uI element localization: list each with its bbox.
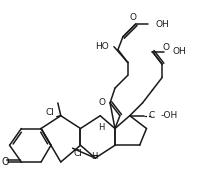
- Text: -OH: -OH: [160, 111, 178, 120]
- Text: H: H: [98, 123, 105, 132]
- Text: Cl: Cl: [74, 149, 82, 158]
- Text: OH: OH: [172, 47, 186, 56]
- Text: HO: HO: [95, 42, 109, 51]
- Text: Cl: Cl: [46, 108, 55, 117]
- Text: OH: OH: [155, 19, 169, 28]
- Text: O: O: [99, 98, 106, 107]
- Text: O: O: [162, 43, 169, 52]
- Text: H: H: [91, 152, 97, 161]
- Text: O: O: [2, 157, 9, 167]
- Text: O: O: [130, 13, 137, 22]
- Text: C: C: [148, 111, 155, 120]
